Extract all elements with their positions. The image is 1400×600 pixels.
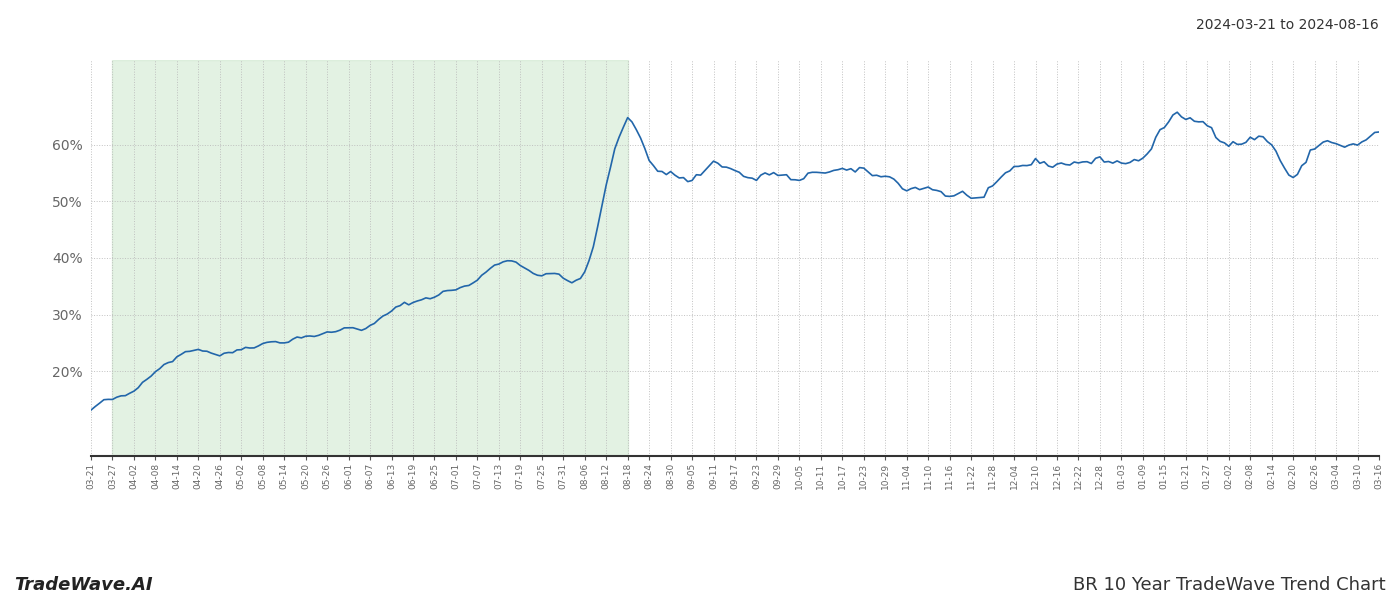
Text: BR 10 Year TradeWave Trend Chart: BR 10 Year TradeWave Trend Chart (1074, 576, 1386, 594)
Text: TradeWave.AI: TradeWave.AI (14, 576, 153, 594)
Text: 2024-03-21 to 2024-08-16: 2024-03-21 to 2024-08-16 (1196, 18, 1379, 32)
Bar (112, 60, 627, 456)
